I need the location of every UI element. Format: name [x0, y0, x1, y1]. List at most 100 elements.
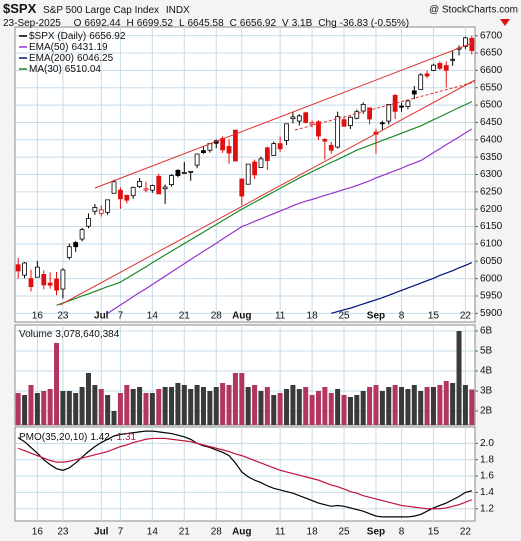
volume-bar [194, 385, 200, 425]
candle-body [348, 116, 353, 126]
volume-bar [213, 387, 219, 425]
quote-label: L [179, 18, 185, 29]
volume-bar [354, 395, 360, 425]
legend-value: 6046.25 [77, 53, 114, 64]
volume-bar [392, 385, 398, 425]
x-tick-label: 23 [57, 527, 69, 538]
quote-value: 6656.92 [240, 18, 277, 29]
volume-bar [149, 393, 155, 425]
x-tick-label: 18 [307, 311, 319, 322]
x-tick-label: 28 [211, 527, 223, 538]
y-tick-label: 4B [480, 366, 493, 377]
y-tick-label: 1.8 [480, 454, 494, 465]
candle-body [181, 172, 187, 174]
candle-body [290, 116, 296, 120]
candle-body [73, 242, 79, 248]
y-tick-label: 6100 [480, 239, 503, 250]
candle-body [296, 115, 302, 122]
volume-bar [469, 389, 475, 425]
candle-body [175, 169, 181, 176]
candle-body [405, 100, 411, 107]
x-tick-label: 7 [118, 311, 124, 322]
y-tick-label: 6650 [480, 48, 503, 59]
volume-bar [105, 395, 111, 425]
candle-body [245, 163, 251, 185]
x-tick-label: 21 [179, 527, 191, 538]
x-tick-label: Jul [94, 311, 109, 322]
x-tick-label: Aug [232, 527, 251, 538]
candle-body [316, 121, 321, 137]
panel-label: Volume 3,078,640,384 [19, 329, 120, 340]
y-tick-label: 1.6 [480, 471, 494, 482]
candle-body [41, 274, 47, 286]
candle-body [335, 116, 341, 148]
volume-bar [239, 373, 245, 425]
x-tick-label: 15 [428, 527, 440, 538]
volume-bar [328, 393, 334, 425]
volume-bar [379, 391, 385, 425]
volume-bar [137, 387, 143, 425]
volume-bar [309, 395, 315, 425]
quote-value: 6699.52 [137, 18, 174, 29]
candle-body [450, 58, 456, 61]
volume-bar [341, 395, 347, 425]
candle-body [233, 129, 238, 162]
volume-bar [47, 389, 53, 425]
candle-body [86, 218, 91, 227]
volume-bar [315, 391, 321, 425]
candle-body [28, 278, 34, 287]
y-tick-label: 6000 [480, 273, 503, 284]
volume-bar [226, 385, 232, 425]
volume-bar [207, 391, 213, 425]
candle-body [47, 282, 53, 286]
volume-bar [271, 395, 277, 425]
candle-body [367, 107, 372, 120]
legend-name: $SPX (Daily) [29, 31, 86, 42]
y-tick-label: 3B [480, 386, 493, 397]
quote-label: Chg [318, 18, 336, 29]
x-tick-label: 11 [275, 527, 286, 538]
candle-body [411, 90, 417, 95]
volume-bar [92, 385, 98, 425]
y-tick-label: 2.0 [480, 438, 494, 449]
candle-body [60, 269, 66, 290]
x-tick-label: Sep [367, 527, 385, 538]
volume-bar [303, 387, 309, 425]
trend-line [294, 81, 476, 131]
x-tick-label: 23 [57, 311, 69, 322]
candle-body [463, 37, 468, 47]
trend-lines [59, 41, 476, 306]
series-line [331, 262, 473, 314]
volume-bar [367, 387, 373, 425]
volume-bar [143, 393, 149, 425]
series-line [17, 437, 473, 510]
volume-bar [264, 387, 270, 425]
legend-name: EMA(50) [29, 42, 68, 53]
candle-body [258, 158, 264, 168]
candle-body [271, 143, 277, 156]
candle-body [341, 119, 347, 127]
volume-bar [405, 389, 411, 425]
candle-body [354, 111, 360, 119]
series-line [17, 430, 472, 518]
candle-body [66, 246, 72, 258]
candle-body [169, 175, 174, 185]
candle-body [149, 185, 155, 191]
volume-bar [156, 389, 162, 425]
y-tick-label: 6050 [480, 256, 503, 267]
volume-bar [181, 385, 187, 425]
volume-bar [252, 385, 258, 425]
volume-bar [124, 385, 130, 425]
panel-label: PMO(35,20,10) 1.42, 1.31 [19, 432, 137, 443]
quote-label: C [230, 18, 237, 29]
volume-bar [200, 387, 206, 425]
x-tick-label: 14 [147, 311, 159, 322]
x-tick-label: Aug [232, 311, 251, 322]
candle-body [194, 153, 200, 166]
date: 23-Sep-2025 [3, 18, 61, 29]
volume-bar [162, 387, 168, 425]
x-tick-label: 8 [399, 311, 405, 322]
chart-layer: 5900 5950 6000 6050 6100 6150 6200 6250 6300 6350… [15, 27, 503, 538]
candle-body [105, 199, 111, 213]
candle-body [309, 122, 315, 125]
